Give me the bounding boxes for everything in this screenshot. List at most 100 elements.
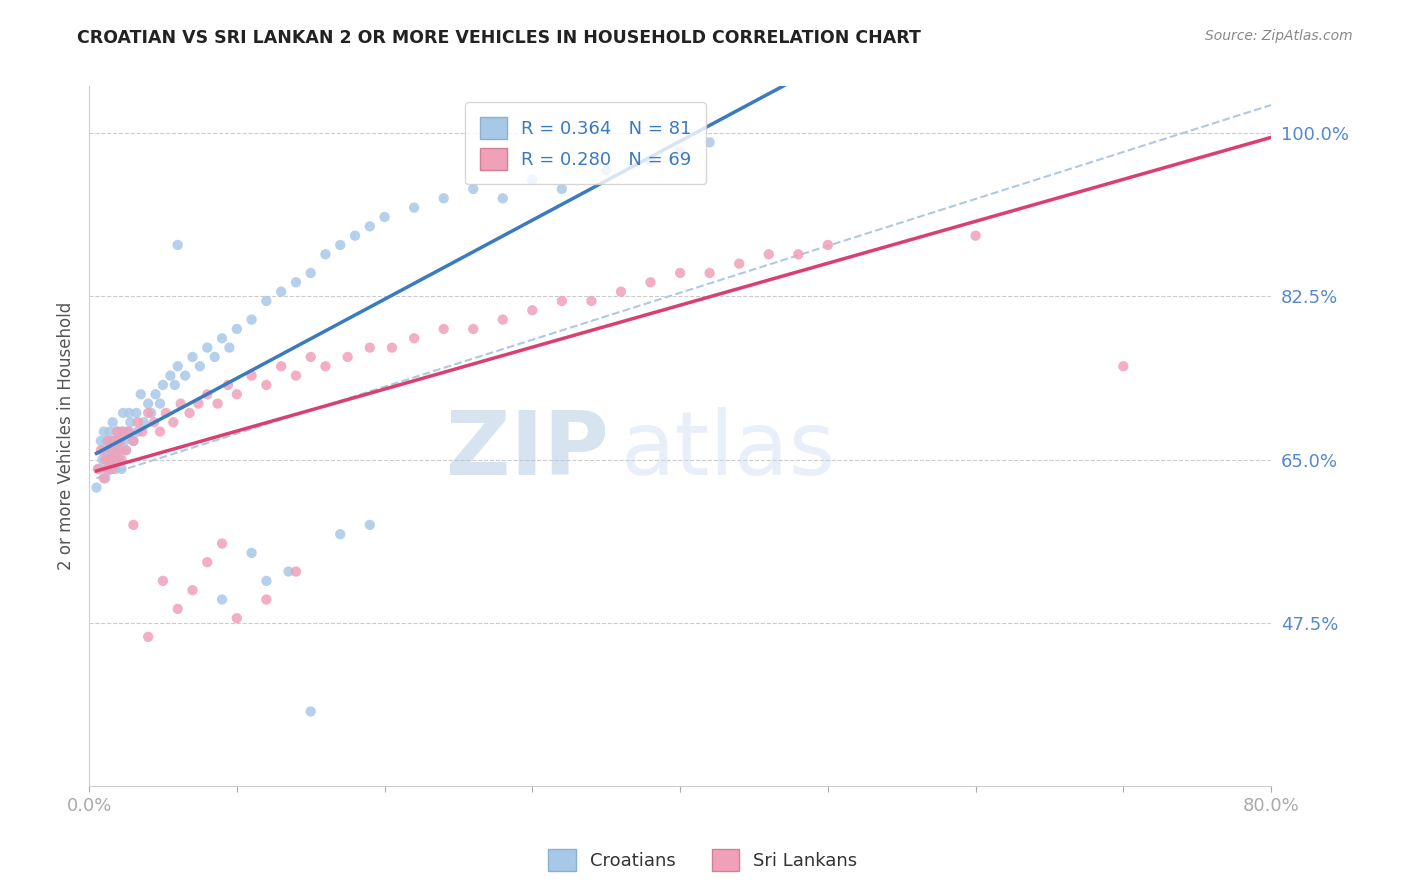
Point (155, 406, 177, 420)
Point (522, 303, 544, 318)
Point (129, 387, 152, 401)
Point (105, 425, 128, 439)
Point (240, 546, 263, 560)
Point (211, 536, 233, 550)
Point (270, 285, 292, 299)
Point (195, 387, 218, 401)
Point (699, 136, 721, 150)
Point (381, 341, 404, 355)
Point (118, 406, 141, 420)
Point (108, 434, 131, 448)
Point (122, 434, 145, 448)
Point (107, 443, 129, 458)
Point (240, 312, 263, 326)
Point (101, 462, 124, 476)
Point (404, 331, 426, 345)
Point (217, 378, 239, 392)
Point (152, 378, 174, 392)
Point (240, 368, 263, 383)
Point (329, 238, 352, 252)
Point (107, 434, 129, 448)
Point (433, 191, 456, 205)
Point (112, 406, 135, 420)
Point (105, 425, 128, 439)
Point (98, 452, 121, 467)
Point (218, 341, 240, 355)
Point (114, 434, 136, 448)
Point (115, 443, 138, 458)
Point (174, 368, 197, 383)
Point (136, 396, 159, 410)
Point (522, 172, 544, 186)
Point (100, 434, 122, 448)
Point (86, 481, 108, 495)
Point (152, 574, 174, 588)
Point (728, 257, 751, 271)
Point (211, 592, 233, 607)
Point (225, 387, 247, 401)
Point (463, 322, 485, 336)
Point (433, 322, 456, 336)
Point (551, 182, 574, 196)
Point (136, 630, 159, 644)
Point (595, 163, 617, 178)
Point (817, 238, 839, 252)
Text: CROATIAN VS SRI LANKAN 2 OR MORE VEHICLES IN HOUSEHOLD CORRELATION CHART: CROATIAN VS SRI LANKAN 2 OR MORE VEHICLE… (77, 29, 921, 46)
Point (89, 462, 111, 476)
Point (90, 443, 112, 458)
Point (699, 266, 721, 280)
Y-axis label: 2 or more Vehicles in Household: 2 or more Vehicles in Household (58, 302, 75, 570)
Point (284, 368, 307, 383)
Point (299, 266, 322, 280)
Point (374, 210, 396, 224)
Point (96, 434, 118, 448)
Point (314, 359, 336, 374)
Point (581, 293, 603, 308)
Point (101, 415, 124, 429)
Point (103, 434, 125, 448)
Point (110, 425, 132, 439)
Point (90, 434, 112, 448)
Point (93, 471, 115, 485)
Point (100, 443, 122, 458)
Point (254, 592, 277, 607)
Point (143, 415, 166, 429)
Point (110, 462, 132, 476)
Point (965, 228, 987, 243)
Point (329, 527, 352, 541)
Point (96, 462, 118, 476)
Point (149, 425, 172, 439)
Point (101, 452, 124, 467)
Point (127, 415, 149, 429)
Point (166, 238, 188, 252)
Point (181, 350, 204, 364)
Point (195, 555, 218, 569)
Point (299, 705, 322, 719)
Point (107, 452, 129, 467)
Point (117, 425, 139, 439)
Point (225, 322, 247, 336)
Point (166, 602, 188, 616)
Point (314, 247, 336, 261)
Point (225, 611, 247, 625)
Legend: R = 0.364   N = 81, R = 0.280   N = 69: R = 0.364 N = 81, R = 0.280 N = 69 (465, 103, 706, 185)
Point (179, 406, 201, 420)
Point (163, 378, 186, 392)
Point (120, 415, 142, 429)
Point (463, 182, 485, 196)
Point (204, 350, 226, 364)
Point (207, 396, 229, 410)
Point (492, 191, 515, 205)
Point (640, 153, 662, 168)
Point (254, 378, 277, 392)
Point (254, 574, 277, 588)
Point (404, 201, 426, 215)
Point (122, 517, 145, 532)
Point (159, 368, 181, 383)
Point (284, 565, 307, 579)
Point (344, 228, 367, 243)
Point (187, 396, 209, 410)
Point (149, 396, 172, 410)
Point (97, 443, 120, 458)
Point (118, 425, 141, 439)
